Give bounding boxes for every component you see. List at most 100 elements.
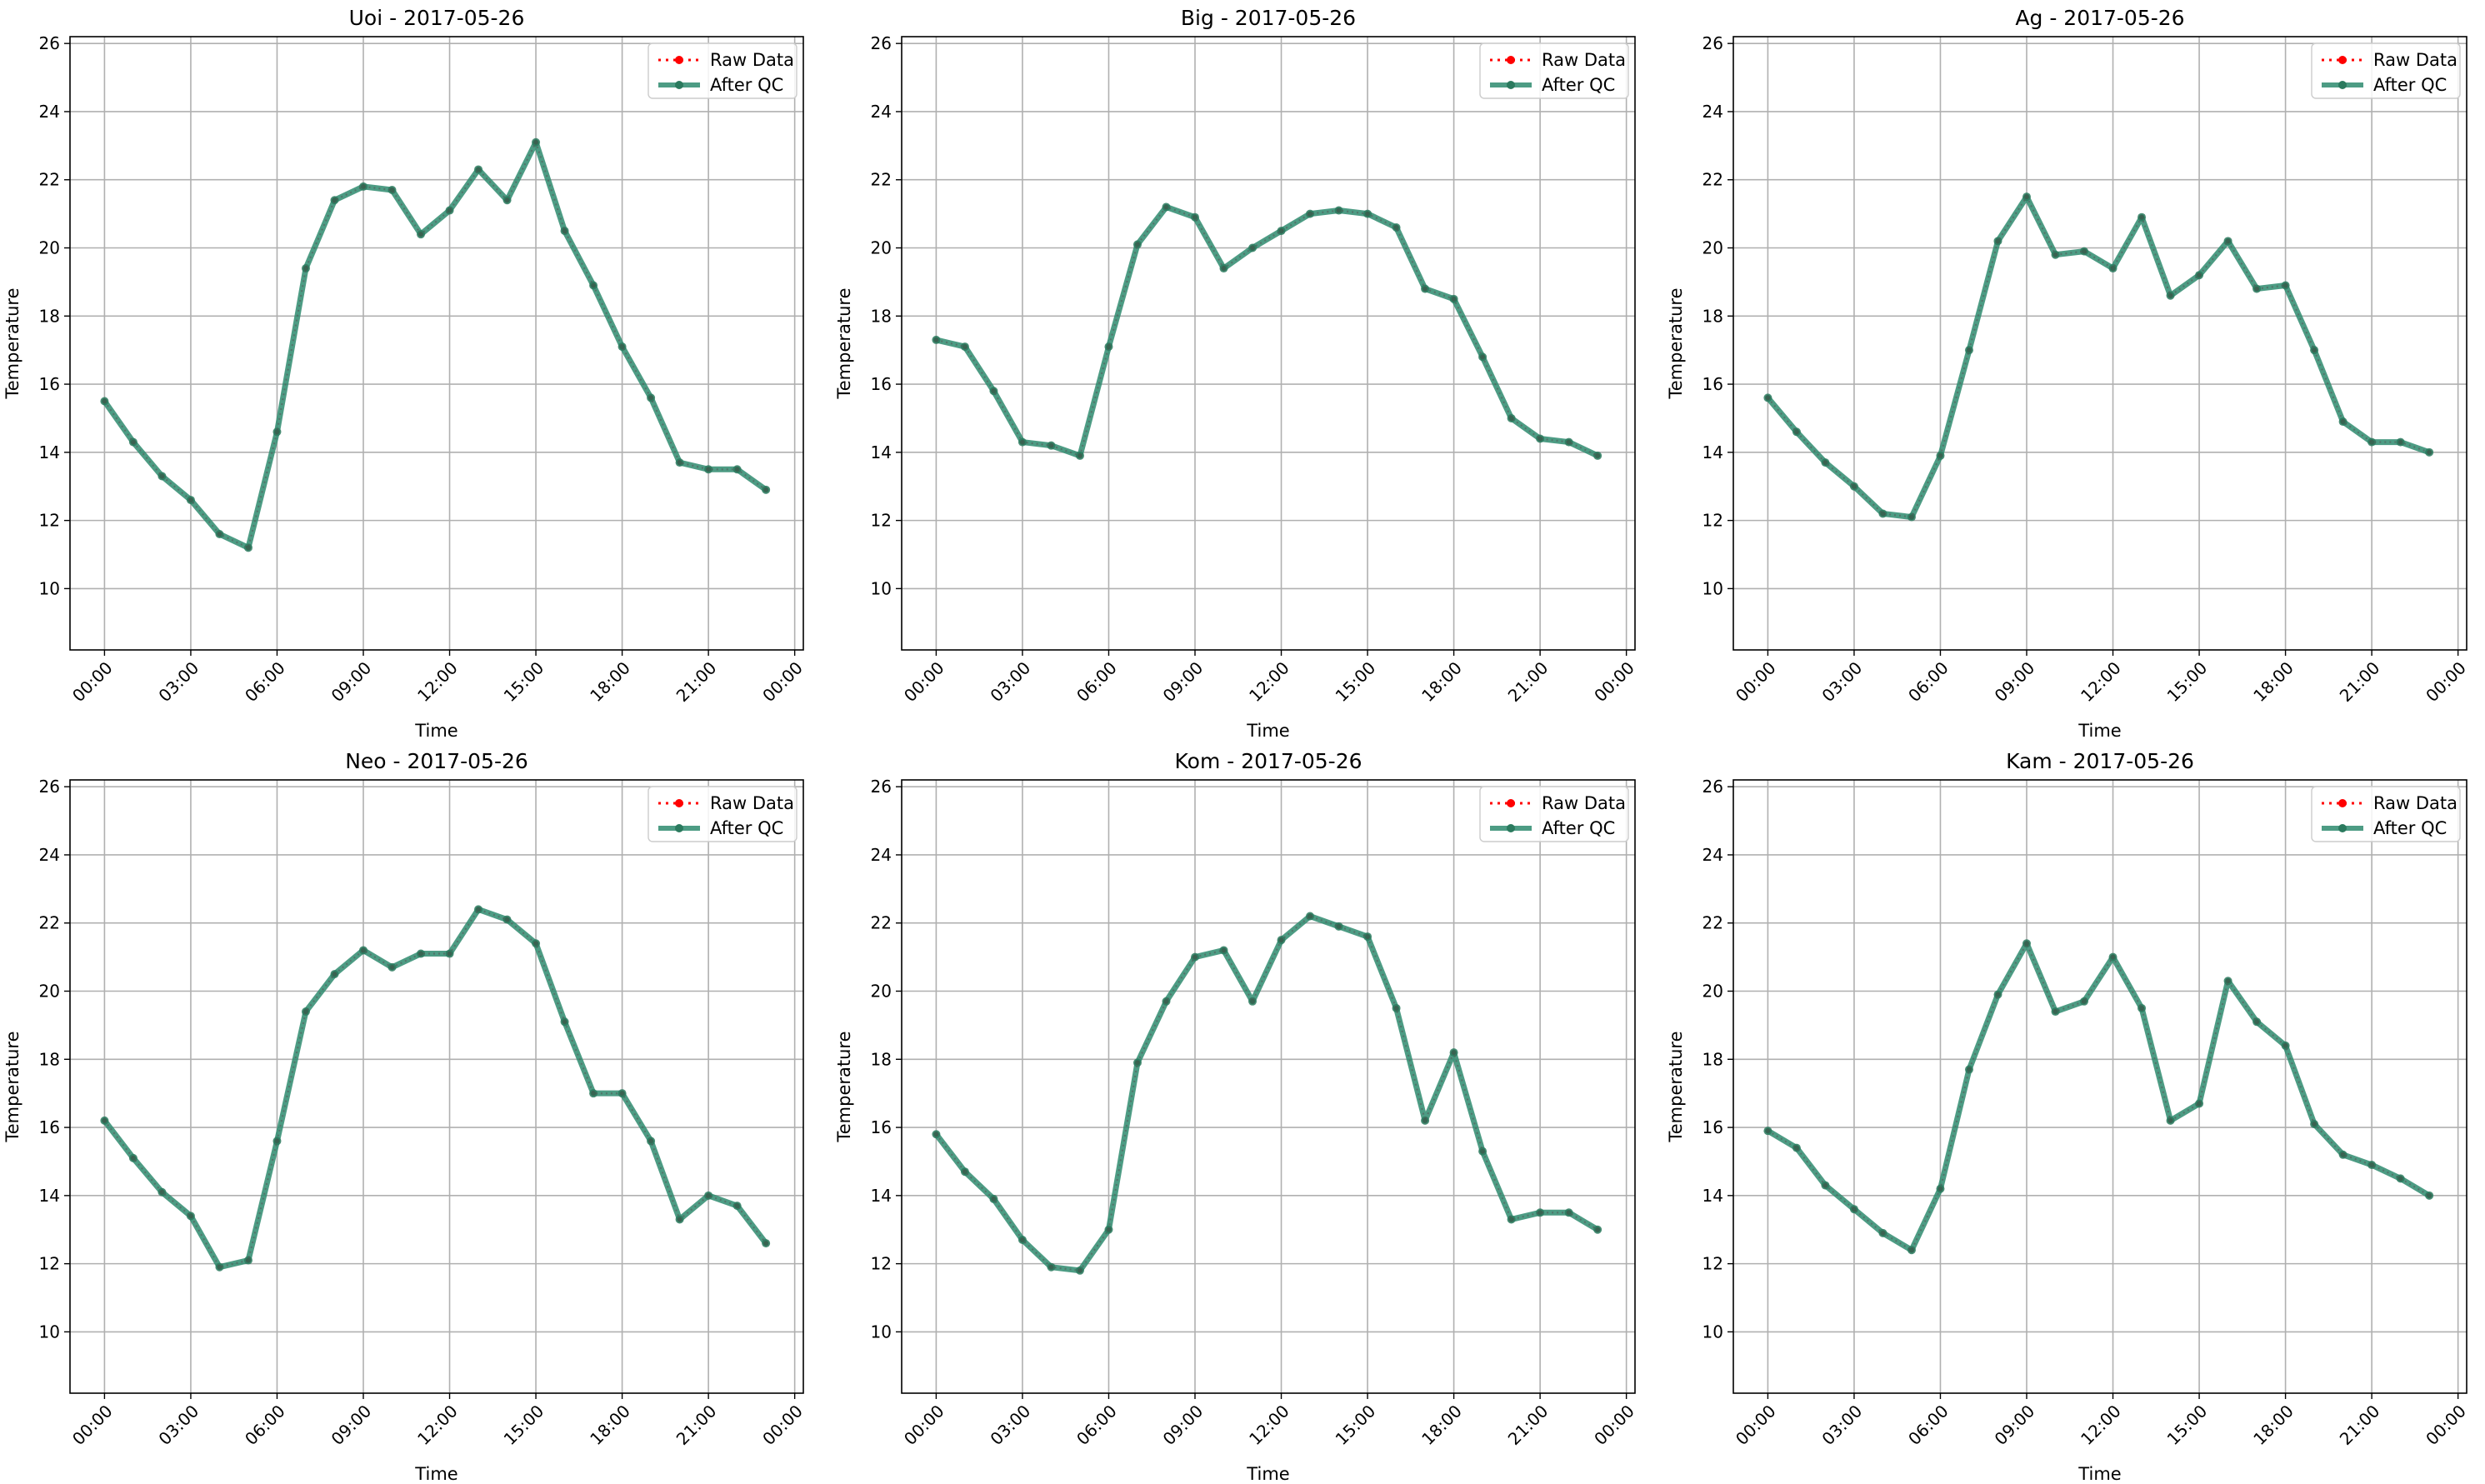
x-tick-label: 06:00 [1072,1401,1121,1449]
point-raw-data [2398,439,2403,445]
axes-frame [69,779,804,1394]
series-line-raw-data [1767,194,2430,518]
point-raw-data [2369,1162,2375,1168]
point-raw-data [2427,1192,2432,1198]
legend-qc-label: After QC [2373,75,2447,95]
plot-area [902,37,1635,650]
x-tick-label: 06:00 [1072,657,1121,706]
point-raw-data [1966,347,1972,353]
y-axis-label: Temperature [1666,1031,1686,1142]
x-tick-label: 00:00 [758,1401,807,1449]
point-raw-data [1966,1067,1972,1072]
subplot-3: Ag - 2017-05-26 00:00 03:00 06:00 09:00 12:00… [1666,6,2470,741]
legend-raw-label: Raw Data [2373,50,2458,70]
y-tick-label: 18 [1702,306,1723,326]
point-raw-data [1163,204,1169,210]
point-raw-data [2225,238,2231,244]
point-raw-data [1793,1145,1799,1151]
point-raw-data [2052,1009,2058,1015]
point-raw-data [418,951,424,957]
x-tick-label: 18:00 [586,1401,634,1449]
point-raw-data [2369,439,2375,445]
x-tick-label: 21:00 [2336,657,2384,706]
y-tick-label: 12 [1702,511,1723,531]
point-raw-data [1765,395,1771,401]
x-axis-label: Time [1246,721,1289,741]
y-tick-label: 16 [1702,1117,1723,1137]
point-raw-data [2168,292,2173,298]
chart-title: Neo - 2017-05-26 [345,749,528,773]
legend: Raw Data After QC [648,786,798,842]
point-raw-data [274,1138,280,1144]
point-raw-data [159,473,165,479]
point-raw-data [274,429,280,435]
x-axis-label: Time [414,1464,458,1484]
chart-title: Big - 2017-05-26 [1181,6,1356,30]
y-tick-label: 26 [39,33,60,53]
point-raw-data [648,395,654,401]
legend-qc-label: After QC [2373,818,2447,838]
subplot-5: Kom - 2017-05-26 00:00 03:00 06:00 09:00 12:0… [834,749,1638,1484]
grid [1733,780,2467,1393]
point-raw-data [1566,439,1572,445]
point-raw-data [1048,1264,1054,1270]
y-tick-label: 22 [871,913,892,933]
point-raw-data [1134,242,1140,247]
axes-frame [1732,36,2468,651]
y-tick-label: 22 [1702,170,1723,190]
legend: Raw Data After QC [1479,42,1629,99]
legend-raw-label: Raw Data [710,50,794,70]
point-raw-data [1134,1060,1140,1066]
point-raw-data [1106,1227,1112,1232]
x-tick-label: 18:00 [586,657,634,706]
x-tick-label: 18:00 [2249,657,2298,706]
x-tick-label: 00:00 [68,1401,117,1449]
y-tick-label: 16 [1702,374,1723,394]
point-raw-data [1822,1182,1828,1188]
legend-qc-label: After QC [1542,75,1615,95]
x-tick-label: 03:00 [986,1401,1034,1449]
y-tick-label: 26 [871,33,892,53]
legend: Raw Data After QC [648,42,798,99]
subplot-4: Neo - 2017-05-26 00:00 03:00 06:00 09:00 12:0… [2,749,807,1484]
point-raw-data [1451,296,1457,302]
y-tick-label: 24 [871,102,892,122]
x-tick-label: 06:00 [241,657,289,706]
x-tick-label: 12:00 [2077,1401,2125,1449]
y-tick-label: 22 [871,170,892,190]
x-tick-label: 00:00 [900,657,948,706]
point-raw-data [763,487,769,492]
point-raw-data [763,1241,769,1247]
x-tick-label: 00:00 [758,657,807,706]
legend-raw-marker [675,799,683,807]
grid [1733,37,2467,650]
point-raw-data [1336,923,1342,929]
x-tick-label: 18:00 [1418,657,1466,706]
point-raw-data [1048,442,1054,448]
point-raw-data [619,344,625,350]
grid [902,780,1635,1393]
x-tick-label: 00:00 [1590,1401,1638,1449]
point-raw-data [332,972,338,977]
point-raw-data [677,1217,682,1222]
point-raw-data [648,1138,654,1144]
point-raw-data [1480,1148,1486,1154]
y-tick-label: 18 [39,306,60,326]
y-tick-label: 24 [871,845,892,865]
legend-qc-marker [675,824,683,832]
chart-title: Ag - 2017-05-26 [2015,6,2184,30]
point-raw-data [1422,1117,1428,1123]
point-raw-data [734,467,740,472]
point-raw-data [533,139,539,145]
y-tick-label: 14 [871,1186,892,1206]
point-raw-data [447,951,452,957]
point-raw-data [2197,1101,2202,1107]
y-tick-label: 24 [1702,845,1723,865]
y-tick-label: 12 [871,1254,892,1274]
axes-frame [69,36,804,651]
plot-area [1733,37,2467,650]
point-raw-data [619,1091,625,1097]
legend-qc-label: After QC [710,75,783,95]
legend-raw-label: Raw Data [710,793,794,813]
